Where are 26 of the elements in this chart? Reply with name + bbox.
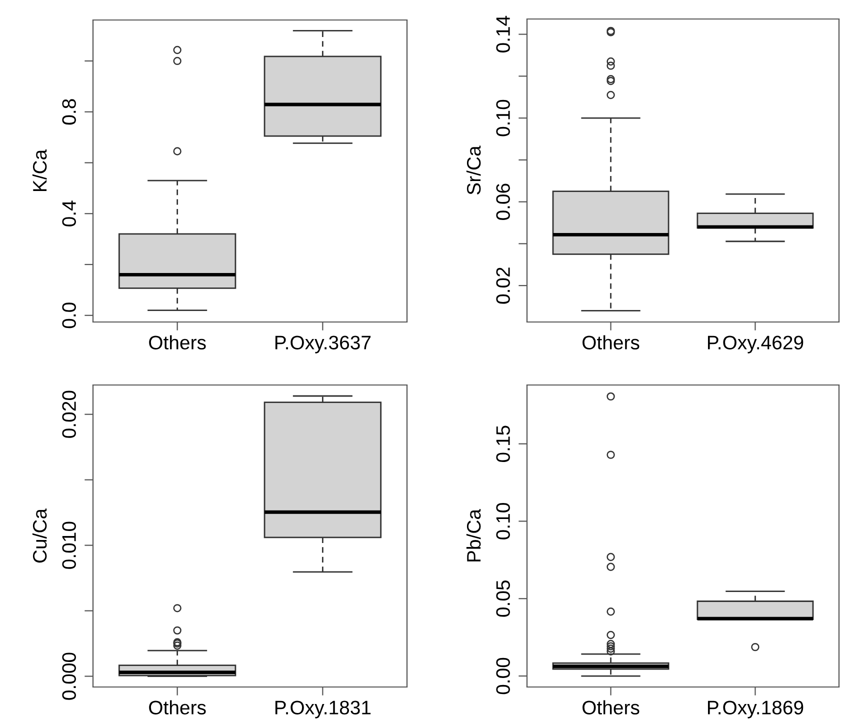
y-tick-label: 0.10 <box>496 503 510 540</box>
x-tick-label: Others <box>149 335 206 350</box>
x-tick-label: Others <box>582 700 640 714</box>
y-tick-label: 0.010 <box>62 522 76 569</box>
y-tick-label: 0.14 <box>496 16 510 52</box>
y-tick-label: 0.05 <box>496 580 510 617</box>
y-tick-label: 0.06 <box>496 184 510 220</box>
y-tick-label: 0.00 <box>496 658 510 694</box>
y-axis-title: Sr/Ca <box>466 146 481 194</box>
y-tick-label: 0.15 <box>496 426 510 462</box>
x-tick-label: Others <box>149 700 206 714</box>
y-tick-label: 0.0 <box>62 302 76 328</box>
y-tick-label: 0.4 <box>62 200 76 226</box>
y-tick-label: 0.8 <box>62 99 76 125</box>
y-axis-title: Cu/Ca <box>32 508 47 563</box>
y-axis-title: Pb/Ca <box>466 508 481 562</box>
x-tick-label: Others <box>582 335 640 350</box>
y-tick-label: 0.02 <box>496 268 510 304</box>
y-tick-label: 0.020 <box>62 390 76 438</box>
x-tick-label: P.Oxy.4629 <box>708 336 804 354</box>
y-tick-label: 0.000 <box>62 652 76 700</box>
x-tick-label: P.Oxy.1869 <box>708 700 804 718</box>
y-tick-label: 0.10 <box>496 100 510 136</box>
x-tick-label: P.Oxy.3637 <box>275 336 371 354</box>
x-tick-label: P.Oxy.1831 <box>275 700 371 718</box>
y-axis-title: K/Ca <box>32 149 47 192</box>
